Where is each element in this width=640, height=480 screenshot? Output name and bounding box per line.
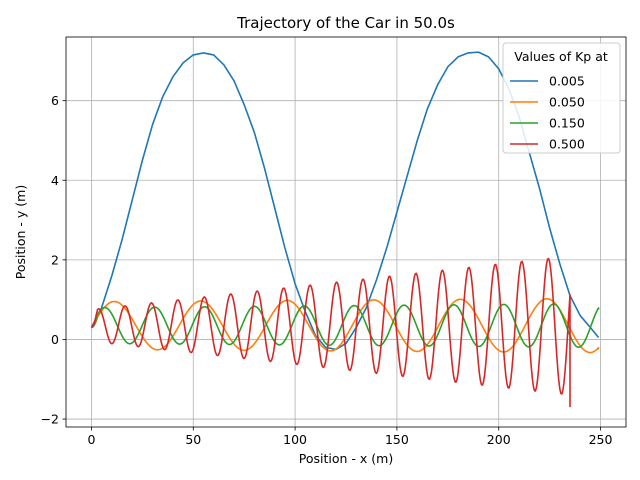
x-tick-label: 150 <box>385 432 409 447</box>
chart-title: Trajectory of the Car in 50.0s <box>236 14 455 32</box>
series-line-3 <box>91 257 571 408</box>
y-axis: −2 0 2 4 6 <box>41 93 66 427</box>
x-tick-label: 100 <box>283 432 307 447</box>
y-tick-label: 4 <box>51 173 59 188</box>
legend-label: 0.050 <box>549 95 585 110</box>
x-tick-label: 200 <box>487 432 511 447</box>
legend-title: Values of Kp at <box>514 49 608 64</box>
legend-label: 0.005 <box>549 74 585 89</box>
legend-box <box>502 42 621 154</box>
x-axis: 0 50 100 150 200 250 <box>87 427 613 447</box>
y-tick-label: −2 <box>41 412 59 427</box>
x-tick-label: 50 <box>185 432 201 447</box>
legend-entries: 0.005 0.050 0.150 0.500 <box>510 74 585 152</box>
legend-label: 0.500 <box>549 137 585 152</box>
x-tick-label: 250 <box>589 432 613 447</box>
x-axis-label: Position - x (m) <box>299 451 393 466</box>
y-tick-label: 2 <box>51 252 59 267</box>
y-axis-label: Position - y (m) <box>13 185 28 279</box>
x-tick-label: 0 <box>87 432 95 447</box>
series-line-1 <box>91 297 600 354</box>
y-tick-label: 0 <box>51 332 59 347</box>
legend-label: 0.150 <box>549 116 585 131</box>
y-tick-label: 6 <box>51 93 59 108</box>
plot-frame <box>65 36 627 428</box>
legend: Values of Kp at 0.005 0.050 0.150 0.500 <box>502 42 621 154</box>
